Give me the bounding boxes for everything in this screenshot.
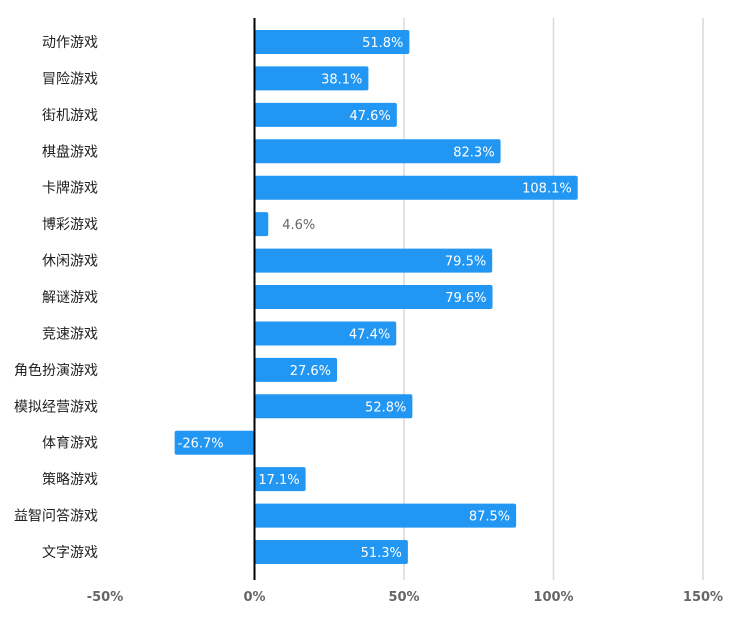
bar bbox=[254, 66, 369, 91]
x-tick-label: 0% bbox=[243, 590, 265, 605]
category-label: 休闲游戏 bbox=[42, 254, 98, 270]
category-label: 体育游戏 bbox=[42, 436, 98, 452]
data-label: -26.7% bbox=[178, 437, 224, 452]
bar bbox=[254, 540, 408, 565]
bar bbox=[254, 357, 338, 382]
x-tick-labels: -50% 0% 50% 100% 150% bbox=[87, 590, 723, 605]
data-label: 47.4% bbox=[349, 327, 390, 342]
bar bbox=[254, 503, 517, 528]
category-label: 角色扮演游戏 bbox=[14, 362, 98, 379]
bar bbox=[254, 175, 578, 200]
category-label: 博彩游戏 bbox=[42, 216, 98, 233]
data-label: 87.5% bbox=[469, 510, 510, 525]
bar bbox=[254, 212, 269, 237]
x-tick-label: 50% bbox=[388, 590, 419, 605]
bar bbox=[254, 321, 397, 346]
data-label: 4.6% bbox=[282, 218, 315, 233]
data-label: 51.3% bbox=[361, 546, 402, 561]
data-label: 82.3% bbox=[453, 145, 494, 160]
category-label: 益智问答游戏 bbox=[14, 508, 98, 525]
category-label: 策略游戏 bbox=[42, 471, 98, 488]
category-labels: 动作游戏冒险游戏街机游戏棋盘游戏卡牌游戏博彩游戏休闲游戏解谜游戏竞速游戏角色扮演… bbox=[14, 35, 98, 561]
data-label: 79.5% bbox=[445, 255, 486, 270]
data-label: 17.1% bbox=[258, 473, 299, 488]
bar bbox=[254, 285, 493, 310]
data-label: 27.6% bbox=[290, 364, 331, 379]
bars bbox=[174, 30, 578, 565]
bar bbox=[254, 139, 501, 164]
data-label: 51.8% bbox=[362, 36, 403, 51]
category-label: 文字游戏 bbox=[42, 545, 98, 561]
data-label: 79.6% bbox=[445, 291, 486, 306]
category-label: 卡牌游戏 bbox=[42, 180, 98, 197]
bar bbox=[254, 248, 493, 273]
data-label: 47.6% bbox=[350, 109, 391, 124]
category-label: 模拟经营游戏 bbox=[14, 399, 98, 415]
category-label: 解谜游戏 bbox=[42, 290, 98, 306]
x-tick-label: 100% bbox=[533, 590, 573, 605]
category-label: 冒险游戏 bbox=[42, 71, 98, 87]
category-label: 动作游戏 bbox=[42, 35, 98, 51]
bar bbox=[174, 430, 255, 455]
x-tick-label: -50% bbox=[87, 590, 124, 605]
category-label: 棋盘游戏 bbox=[42, 143, 98, 160]
bar bbox=[254, 394, 413, 419]
data-label: 52.8% bbox=[365, 400, 406, 415]
category-label: 街机游戏 bbox=[42, 108, 98, 124]
bar bbox=[254, 467, 306, 492]
category-label: 竞速游戏 bbox=[42, 325, 98, 342]
value-labels: 51.8% 38.1% 47.6% 82.3% 108.1% 4.6% 79.5% 79.6%… bbox=[178, 36, 572, 561]
bar bbox=[254, 30, 410, 54]
data-label: 38.1% bbox=[321, 72, 362, 87]
data-label: 108.1% bbox=[522, 182, 572, 197]
bar bbox=[254, 102, 397, 127]
x-tick-label: 150% bbox=[683, 590, 723, 605]
